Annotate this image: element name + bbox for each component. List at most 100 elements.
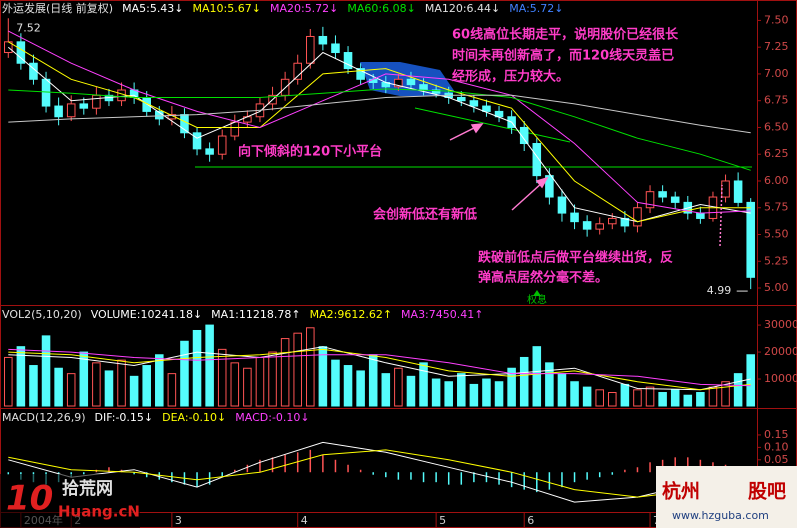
x-tick-label: 6: [527, 514, 534, 527]
low-label: 4.99: [707, 284, 732, 297]
annotation: 跌破前低点后做平台继续出货，反: [478, 250, 673, 266]
volume-bar: [167, 373, 177, 407]
y-tick-label: 5.00: [764, 281, 789, 294]
y-tick-label: 7.50: [764, 13, 789, 26]
watermark-text: 拾荒网: [62, 478, 113, 499]
y-tick-label: 6.00: [764, 174, 789, 187]
volume-bar: [280, 338, 290, 407]
candle-body: [570, 212, 579, 223]
volume-bar: [381, 373, 391, 407]
candle-body: [532, 143, 542, 177]
candle-body: [645, 191, 655, 209]
marker-label: 权息: [527, 293, 547, 306]
volume-bar: [230, 362, 240, 407]
candle-body: [457, 96, 466, 102]
volume-bar: [318, 346, 328, 407]
volume-bar: [129, 375, 139, 407]
volume-bar: [633, 389, 642, 407]
volume-bar: [217, 348, 227, 407]
panel-header: MA20:5.72↓: [270, 2, 338, 15]
candle-body: [419, 84, 428, 91]
volume-bar: [746, 354, 755, 407]
panel-header: MA1:11218.78↑: [211, 308, 300, 321]
volume-bar: [180, 340, 189, 407]
volume-bar: [117, 359, 126, 407]
volume-bar: [582, 386, 592, 407]
y-tick-label: 10000: [764, 372, 797, 385]
panel-header: DIF:-0.15↓: [95, 411, 154, 424]
candle-body: [608, 217, 617, 225]
annotation: 经形成，压力较大。: [452, 69, 569, 85]
candle-body: [545, 175, 554, 198]
candle-body: [658, 191, 667, 198]
volume-bar: [670, 389, 680, 407]
watermark-text: 10: [6, 479, 53, 519]
volume-bar: [394, 367, 403, 407]
panel-header: MA3:7450.41↑: [401, 308, 483, 321]
volume-bar: [545, 362, 554, 407]
x-tick-label: 4: [301, 514, 308, 527]
candle-body: [306, 35, 315, 64]
volume-bar: [469, 383, 479, 407]
y-tick-label: 20000: [764, 345, 797, 358]
y-tick-label: 6.25: [764, 147, 789, 160]
candle-body: [394, 78, 403, 88]
volume-bar: [406, 375, 416, 407]
annotation-arrows: [449, 123, 723, 247]
candle-body: [167, 114, 177, 120]
candle-body: [696, 212, 705, 219]
y-tick-label: 0.15: [764, 428, 789, 441]
trend-line: [414, 107, 571, 143]
annotation: 60线高位长期走平，说明股价已经很长: [452, 27, 679, 43]
volume-bar: [268, 351, 277, 407]
panel-header: MA60:6.08↓: [347, 2, 415, 15]
x-tick-label: 3: [175, 514, 182, 527]
watermark-right: 杭州 股吧 www.hzguba.com: [656, 466, 797, 528]
candle-body: [318, 35, 328, 45]
annotation: 弹高点居然分毫不差。: [478, 270, 608, 286]
volume-bar: [696, 392, 705, 407]
x-tick-label: 5: [439, 514, 446, 527]
volume-bar: [293, 332, 302, 407]
candle-body: [117, 89, 126, 102]
panel-header: MA:5.72↓: [509, 2, 563, 15]
volume-bar: [255, 356, 265, 407]
candle-body: [519, 126, 529, 145]
volume-bar: [16, 346, 26, 407]
volume-bar: [368, 354, 378, 407]
volume-bar: [431, 378, 441, 407]
candle-body: [482, 105, 491, 112]
volume-bar: [104, 370, 114, 407]
volume-bar: [192, 329, 202, 407]
candle-body: [582, 221, 592, 230]
panel-header: 外运发展(日线 前复权): [2, 1, 113, 15]
marker-triangle: [533, 290, 541, 296]
volume-bar: [708, 386, 718, 407]
ma-line: [8, 94, 751, 134]
volume-bar: [570, 381, 579, 407]
y-tick-label: 6.75: [764, 94, 789, 107]
volume-bar: [645, 386, 655, 407]
volume-bar: [205, 324, 214, 407]
volume-bar: [142, 365, 151, 407]
volume-bar: [507, 367, 516, 407]
y-tick-label: 5.25: [764, 254, 789, 267]
high-label: 7.52: [16, 21, 40, 34]
annotation: 会创新低还有新低: [373, 207, 477, 223]
candle-body: [595, 223, 604, 230]
annotation: 向下倾斜的120下小平台: [238, 144, 382, 160]
volume-bar: [620, 383, 630, 407]
volume-bar: [66, 373, 76, 407]
ma-line: [8, 346, 751, 391]
watermark-text: 杭州: [662, 480, 700, 503]
candle-body: [16, 41, 26, 64]
ma-line: [8, 348, 751, 387]
candle-body: [79, 103, 89, 109]
watermark-left: 10 拾荒网 Huang.cN: [0, 474, 140, 528]
candle-body: [633, 207, 642, 227]
y-tick-label: 7.00: [764, 67, 789, 80]
y-tick-label: 0.05: [764, 453, 789, 466]
volume-bar: [29, 365, 38, 407]
ma-line: [8, 348, 751, 391]
